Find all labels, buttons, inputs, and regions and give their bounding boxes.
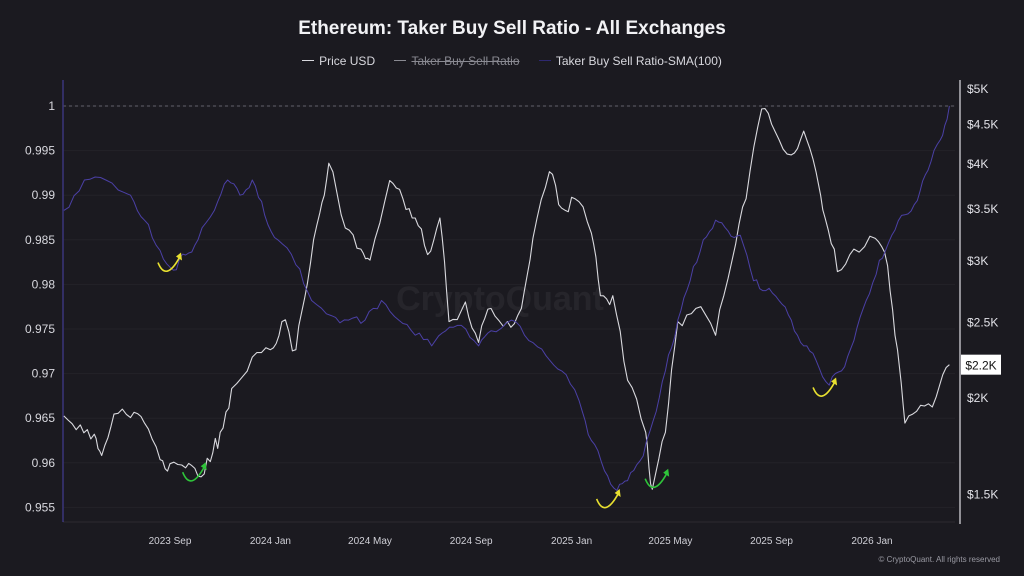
- annotation-arrow: [157, 256, 181, 272]
- sma-line: [63, 105, 950, 491]
- legend-item-price[interactable]: Price USD: [302, 54, 375, 68]
- annotation-arrowhead: [176, 252, 182, 261]
- y-right-tick-label: $3.5K: [967, 202, 998, 216]
- annotation-arrowhead: [200, 462, 207, 471]
- y-right-tick-label: $5K: [967, 82, 988, 96]
- x-tick-label: 2026 Jan: [851, 536, 892, 547]
- chart-title: Ethereum: Taker Buy Sell Ratio - All Exc…: [298, 18, 726, 39]
- y-left-tick-label: 0.97: [32, 367, 56, 381]
- legend-swatch: [302, 60, 315, 61]
- legend-label: Taker Buy Sell Ratio-SMA(100): [555, 53, 722, 68]
- price-usd-line: [63, 108, 950, 490]
- current-price-label: $2.2K: [965, 359, 996, 373]
- y-right-tick-label: $2K: [967, 391, 988, 405]
- y-left-tick-label: 0.955: [25, 500, 55, 514]
- y-left-tick-label: 0.96: [32, 456, 56, 470]
- y-left-tick-label: 0.99: [32, 188, 56, 202]
- legend: Price USD Taker Buy Sell Ratio Taker Buy…: [0, 50, 1024, 68]
- legend-swatch: [538, 60, 551, 61]
- current-price-badge: [961, 354, 1001, 375]
- annotation-arrow: [812, 381, 836, 397]
- copyright: © CryptoQuant. All rights reserved: [878, 555, 1001, 564]
- x-tick-label: 2025 Sep: [750, 536, 793, 547]
- y-right-tick-label: $2.5K: [967, 316, 998, 330]
- legend-item-sma[interactable]: Taker Buy Sell Ratio-SMA(100): [538, 53, 722, 68]
- x-tick-label: 2024 Sep: [450, 536, 493, 547]
- annotation-arrowhead: [831, 377, 838, 386]
- y-left-tick-label: 0.985: [25, 233, 55, 247]
- x-tick-label: 2024 May: [348, 536, 392, 547]
- y-left-tick-label: 1: [48, 99, 55, 113]
- y-right-tick-label: $4.5K: [967, 118, 998, 132]
- legend-label: Taker Buy Sell Ratio: [411, 53, 520, 68]
- annotation-arrow: [595, 492, 620, 509]
- legend-item-ratio[interactable]: Taker Buy Sell Ratio: [394, 53, 520, 68]
- x-tick-label: 2024 Jan: [250, 536, 291, 547]
- watermark: CryptoQuant: [396, 280, 604, 318]
- y-left-tick-label: 0.995: [25, 144, 55, 158]
- annotation-arrow: [644, 472, 668, 489]
- y-left-tick-label: 0.98: [32, 277, 56, 291]
- y-right-tick-label: $3K: [967, 254, 988, 268]
- x-tick-label: 2025 Jan: [551, 536, 592, 547]
- annotation-arrowhead: [663, 468, 670, 477]
- y-right-tick-label: $1.5K: [967, 488, 998, 502]
- annotation-arrow: [181, 465, 206, 482]
- x-tick-label: 2025 May: [648, 536, 692, 547]
- y-left-tick-label: 0.965: [25, 411, 55, 425]
- legend-swatch: [394, 60, 407, 61]
- x-tick-label: 2023 Sep: [149, 536, 192, 547]
- y-right-tick-label: $4K: [967, 157, 988, 171]
- legend-label: Price USD: [319, 53, 376, 68]
- annotation-arrowhead: [614, 488, 621, 497]
- y-left-tick-label: 0.975: [25, 322, 55, 336]
